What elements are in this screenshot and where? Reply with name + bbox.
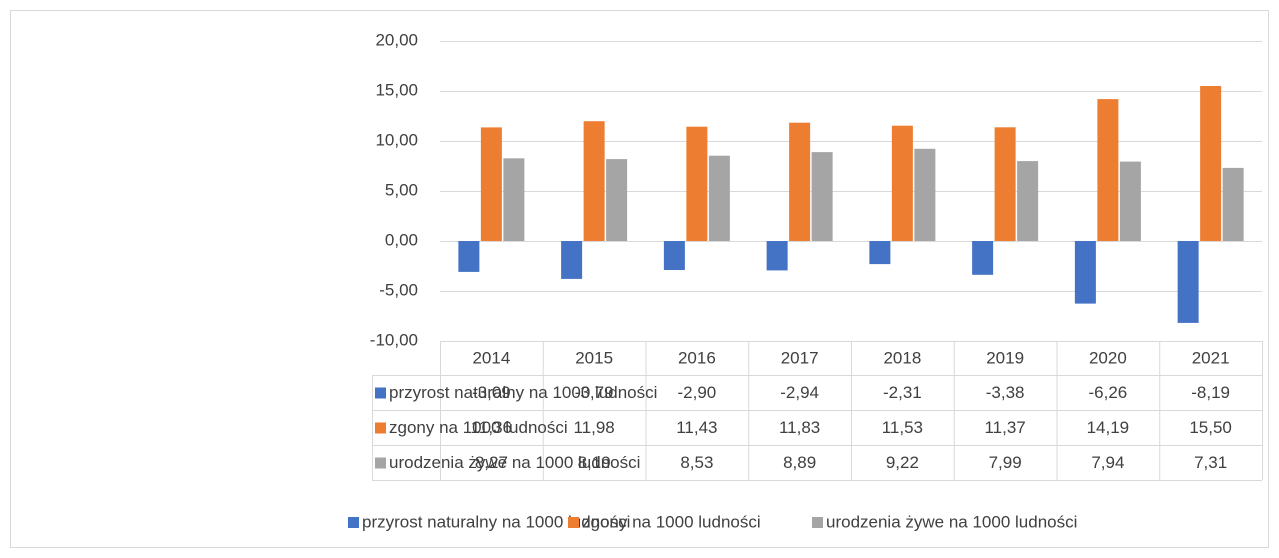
bar [1074,241,1096,304]
table-legend-key [375,422,386,434]
table-cell: 9,22 [886,453,919,472]
bar [914,148,936,241]
legend-label: urodzenia żywe na 1000 ludności [826,512,1077,531]
y-tick-label: -10,00 [370,330,418,349]
legend-label: przyrost naturalny na 1000 ludności [362,512,630,531]
bar [766,241,788,271]
table-cell: 7,94 [1091,453,1124,472]
table-cell: -2,94 [780,383,819,402]
y-tick-label: -5,00 [379,280,418,299]
bar [1017,161,1039,241]
chart-border [10,10,1269,548]
bar [708,155,730,241]
bar [869,241,891,265]
table-cell: 8,53 [680,453,713,472]
table-cell: 15,50 [1189,418,1232,437]
y-tick-label: 5,00 [385,180,418,199]
legend-key [568,517,579,528]
bar [891,125,913,241]
bar [458,241,480,272]
bar [811,152,833,241]
bar [663,241,685,270]
x-tick-label: 2019 [986,348,1024,367]
x-tick-label: 2020 [1089,348,1127,367]
table-cell: 11,98 [573,418,614,437]
table-legend-key [375,387,386,399]
table-cell: 14,19 [1087,418,1130,437]
table-cell: 8,19 [578,453,611,472]
y-tick-label: 15,00 [375,80,418,99]
table-row-label: zgony na 1000 ludności [389,418,568,437]
table-cell: 11,83 [779,418,820,437]
bar [480,127,502,241]
x-tick-label: 2017 [781,348,819,367]
table-legend-key [375,457,386,469]
table-cell: -3,09 [472,383,511,402]
bar [972,241,994,275]
bar [503,158,525,241]
legend-key [812,517,823,528]
legend-label: zgony na 1000 ludności [582,512,761,531]
bar [561,241,583,279]
table-cell: 11,43 [676,418,717,437]
table-row-label: przyrost naturalny na 1000 ludności [389,383,657,402]
bar [1222,167,1244,241]
table-cell: 8,89 [783,453,816,472]
table-cell: -8,19 [1191,383,1230,402]
y-tick-label: 0,00 [385,230,418,249]
table-cell: -3,38 [986,383,1025,402]
x-tick-label: 2018 [883,348,921,367]
bar [1200,86,1222,241]
y-tick-label: 10,00 [375,130,418,149]
bar [606,159,628,241]
table-cell: -6,26 [1089,383,1128,402]
bar [789,122,811,241]
table-cell: 8,27 [475,453,508,472]
table-cell: 11,53 [882,418,923,437]
bar [686,126,708,241]
bar [994,127,1016,241]
table-row-label: urodzenia żywe na 1000 ludności [389,453,640,472]
table-cell: 7,99 [989,453,1022,472]
table-cell: 7,31 [1194,453,1227,472]
bar [1119,161,1141,241]
table-cell: 11,37 [984,418,1025,437]
table-cell: 11,36 [471,418,512,437]
table-cell: -2,90 [678,383,717,402]
legend-key [348,517,359,528]
table-cell: -3,79 [575,383,614,402]
y-tick-label: 20,00 [375,30,418,49]
table-cell: -2,31 [883,383,922,402]
bar [583,121,605,241]
x-tick-label: 2014 [472,348,510,367]
x-tick-label: 2016 [678,348,716,367]
bar [1177,241,1199,323]
bar [1097,99,1119,241]
x-tick-label: 2021 [1192,348,1230,367]
x-tick-label: 2015 [575,348,613,367]
